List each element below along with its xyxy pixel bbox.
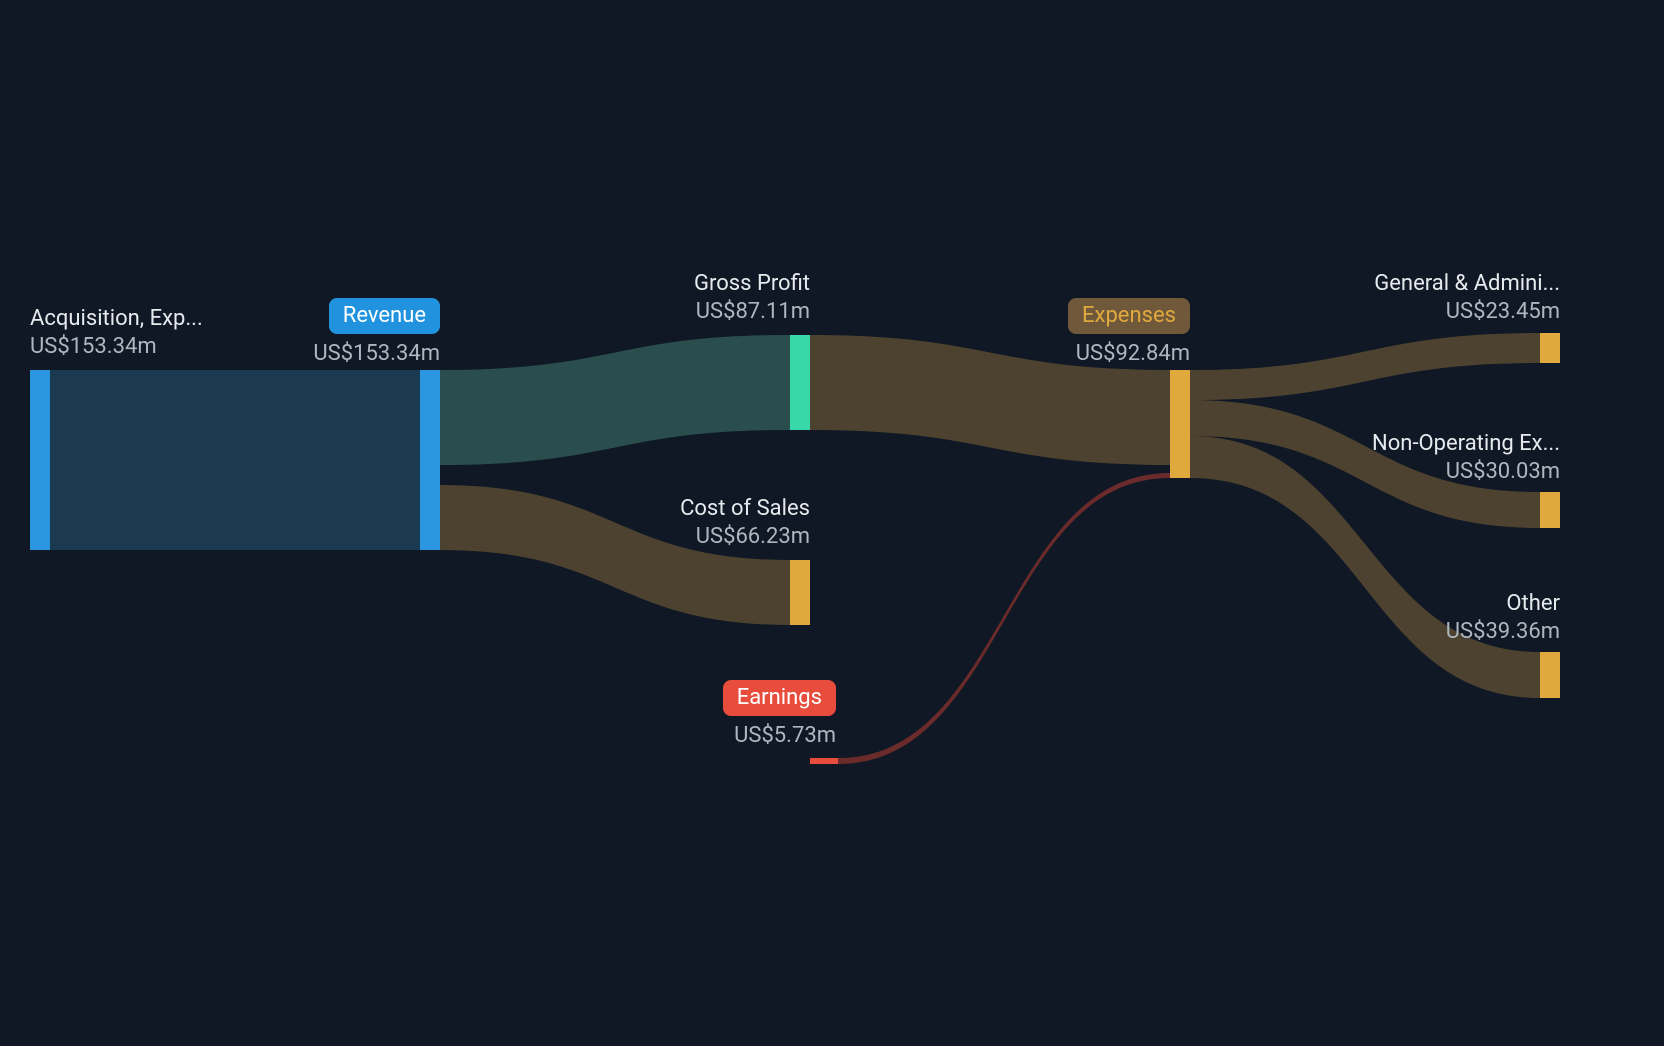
value-non-operating: US$30.03m (1372, 458, 1560, 486)
sankey-svg (0, 0, 1664, 1046)
label-non-operating: Non-Operating Ex... US$30.03m (1372, 430, 1560, 485)
value-gross-profit: US$87.11m (694, 298, 810, 326)
label-cost-of-sales: Cost of Sales US$66.23m (680, 495, 810, 550)
sankey-chart: Acquisition, Exp... US$153.34m Revenue U… (0, 0, 1664, 1046)
title-cost-of-sales: Cost of Sales (680, 495, 810, 523)
node-expenses (1170, 370, 1190, 478)
value-earnings: US$5.73m (723, 722, 836, 750)
node-revenue (420, 370, 440, 550)
badge-expenses: Expenses (1068, 298, 1190, 334)
value-expenses: US$92.84m (1068, 340, 1190, 368)
label-general-admin: General & Admini... US$23.45m (1374, 270, 1560, 325)
link-acquisition-revenue (50, 370, 420, 550)
node-acquisition (30, 370, 50, 550)
node-gross_profit (790, 335, 810, 430)
title-other: Other (1446, 590, 1560, 618)
label-revenue: Revenue US$153.34m (313, 298, 440, 367)
badge-earnings: Earnings (723, 680, 836, 716)
value-revenue: US$153.34m (313, 340, 440, 368)
label-gross-profit: Gross Profit US$87.11m (694, 270, 810, 325)
value-other: US$39.36m (1446, 618, 1560, 646)
value-cost-of-sales: US$66.23m (680, 523, 810, 551)
node-other (1540, 652, 1560, 698)
title-gross-profit: Gross Profit (694, 270, 810, 298)
label-acquisition: Acquisition, Exp... US$153.34m (30, 305, 203, 360)
label-earnings: Earnings US$5.73m (723, 680, 836, 749)
node-earnings (810, 758, 838, 764)
value-general-admin: US$23.45m (1374, 298, 1560, 326)
label-expenses: Expenses US$92.84m (1068, 298, 1190, 367)
label-other: Other US$39.36m (1446, 590, 1560, 645)
title-acquisition: Acquisition, Exp... (30, 305, 203, 333)
badge-revenue: Revenue (329, 298, 440, 334)
link-earnings-expenses (838, 473, 1170, 764)
value-acquisition: US$153.34m (30, 333, 203, 361)
link-expenses-general_admin (1190, 333, 1540, 400)
link-revenue-gross_profit (440, 335, 790, 465)
node-general_admin (1540, 333, 1560, 363)
node-non_operating (1540, 492, 1560, 528)
title-general-admin: General & Admini... (1374, 270, 1560, 298)
title-non-operating: Non-Operating Ex... (1372, 430, 1560, 458)
node-cost_of_sales (790, 560, 810, 625)
